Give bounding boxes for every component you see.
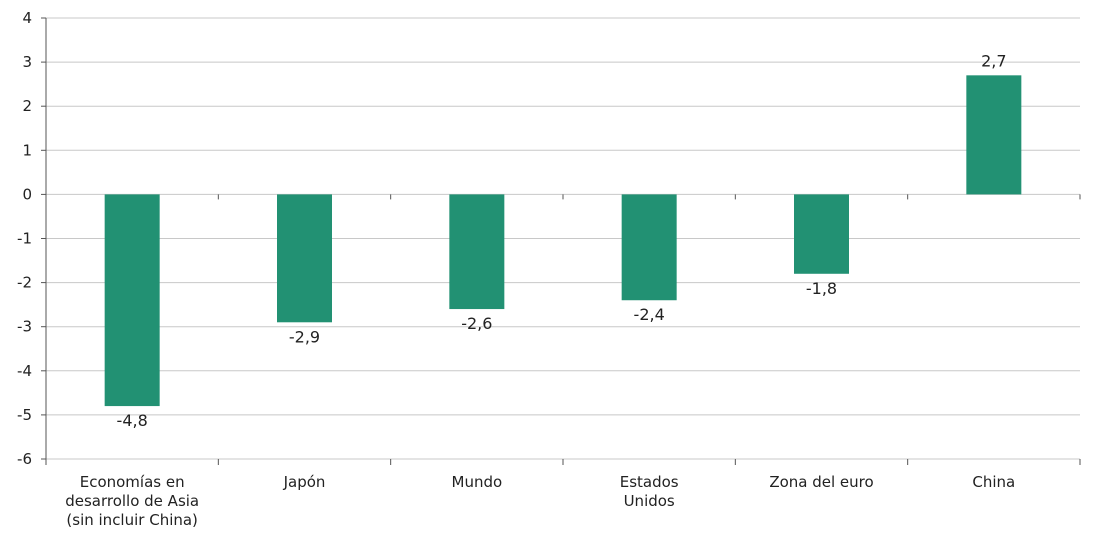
y-tick-label: -2 bbox=[17, 274, 32, 292]
y-tick-labels: 4 3 2 1 0 -1 -2 -3 -4 -5 -6 bbox=[17, 9, 32, 468]
data-label: -4,8 bbox=[117, 411, 148, 430]
axes bbox=[41, 17, 1081, 465]
x-tick-label: China bbox=[972, 473, 1015, 491]
bar bbox=[621, 194, 677, 301]
grid-lines bbox=[46, 17, 1080, 460]
y-tick-label: -3 bbox=[17, 318, 32, 336]
x-tick-label: Estados Unidos bbox=[620, 473, 679, 510]
y-tick-label: 0 bbox=[22, 185, 32, 203]
bars bbox=[104, 75, 1022, 407]
x-tick-label: Japón bbox=[283, 473, 326, 491]
data-label: -2,4 bbox=[634, 305, 665, 324]
bar bbox=[277, 194, 332, 323]
y-tick-label: 2 bbox=[22, 97, 32, 115]
bar bbox=[104, 194, 160, 407]
y-tick-label: 3 bbox=[22, 53, 32, 71]
data-label: -1,8 bbox=[806, 279, 837, 298]
x-tick-label: Zona del euro bbox=[769, 473, 873, 491]
bar bbox=[449, 194, 505, 310]
y-tick-label: -4 bbox=[17, 362, 32, 380]
data-label: -2,6 bbox=[461, 314, 492, 333]
x-tick-label: Mundo bbox=[452, 473, 503, 491]
bar bbox=[966, 75, 1022, 195]
data-labels: -4,8 -2,9 -2,6 -2,4 -1,8 2,7 bbox=[117, 51, 1007, 430]
data-label: -2,9 bbox=[289, 327, 320, 346]
y-tick-label: 4 bbox=[22, 9, 32, 27]
y-tick-label: 1 bbox=[22, 141, 32, 159]
x-tick-label: Economías en desarrollo de Asia (sin inclu… bbox=[65, 473, 199, 529]
y-tick-label: -1 bbox=[17, 230, 32, 248]
y-tick-label: -6 bbox=[17, 450, 32, 468]
data-label: 2,7 bbox=[981, 51, 1006, 70]
x-tick-labels: Economías en desarrollo de Asia (sin inclu… bbox=[65, 473, 1015, 529]
y-tick-label: -5 bbox=[17, 406, 32, 424]
bar bbox=[794, 194, 849, 274]
